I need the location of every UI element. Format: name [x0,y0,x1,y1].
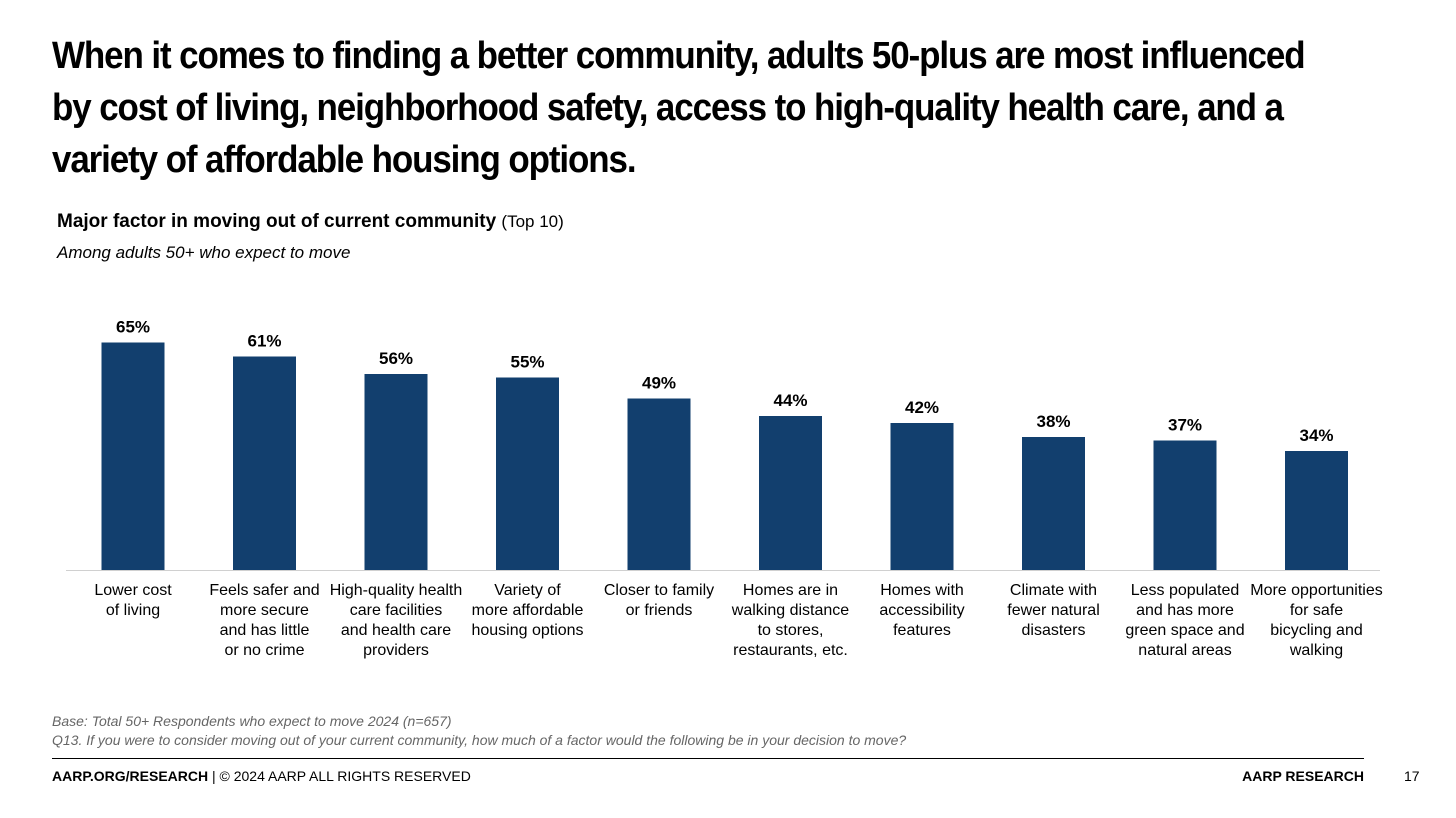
bar [627,398,691,570]
data-label: 65% [116,318,150,337]
bar [759,416,822,570]
data-label: 38% [1036,412,1070,431]
chart-title-suffix: (Top 10) [501,212,564,231]
category-label-line: and has little [220,622,310,639]
category-label-line: Lower cost [94,582,172,599]
data-label: 49% [642,374,676,393]
category-label-line: Climate with [1010,582,1097,599]
bar [101,342,165,570]
page-number: 17 [1404,768,1420,784]
category-label: Closer to family or friends [604,582,714,619]
category-label-line: accessibility [879,602,964,619]
category-label-line: providers [363,642,429,659]
category-label-line: restaurants, etc. [733,642,848,659]
category-label-line: Variety of [494,582,561,599]
category-label-line: green space and [1125,622,1244,639]
slide-headline: When it comes to finding a better commun… [52,35,1306,181]
category-label-line: or no crime [224,642,304,659]
category-label-line: fewer natural [1007,602,1100,619]
base-note: Base: Total 50+ Respondents who expect t… [52,713,452,729]
chart-title: Major factor in moving out of current co… [57,211,564,233]
category-label-line: for safe [1290,602,1343,619]
category-label-line: more secure [220,602,309,619]
category-label: Lower cost of living [94,582,172,619]
category-label-line: or friends [626,602,693,619]
bar [233,356,296,570]
bar-chart: 65% Lower cost of living 61% Feels safer and… [66,318,1383,659]
category-label-line: of living [106,602,160,619]
category-label: More opportunities for safe bicycling and w… [1250,582,1383,659]
category-label-line: Homes are in [743,582,838,599]
category-label: High-quality health care facilities and he… [330,582,463,659]
footer-research-link[interactable]: AARP.ORG/RESEARCH [52,768,209,784]
data-label: 55% [510,353,544,372]
footer-brand: AARP RESEARCH [1242,768,1364,784]
category-label-line: Feels safer and [209,582,319,599]
category-label-line: Less populated [1131,582,1240,599]
category-label-line: and has more [1136,602,1234,619]
category-label-line: walking distance [731,602,850,619]
footer-divider [52,758,1364,759]
data-label: 56% [379,349,413,368]
category-label-line: Closer to family [604,582,714,599]
category-label-line: Homes with [880,582,964,599]
category-label-line: disasters [1021,622,1085,639]
category-label: Homes with accessibility features [879,582,964,639]
footer-copyright: AARP.ORG/RESEARCH | © 2024 AARP ALL RIGH… [52,768,471,784]
bar [1022,437,1085,570]
category-label-line: High-quality health [330,582,463,599]
category-label-line: features [893,622,951,639]
bar [890,423,954,570]
bar [496,377,559,570]
category-label: Variety of more affordable housing options [471,582,583,639]
bar [364,374,428,570]
category-label: Homes are in walking distance to stores, re… [731,582,850,659]
data-label: 61% [247,332,281,351]
data-label: 37% [1168,416,1202,435]
category-label: Feels safer and more secure and has little… [209,582,319,659]
chart-subtitle: Among adults 50+ who expect to move [57,243,351,262]
category-label: Less populated and has more green space an… [1125,582,1244,659]
category-label-line: to stores, [758,622,824,639]
bar [1285,451,1348,570]
data-label: 42% [905,398,939,417]
footer-rights-text: | © 2024 AARP ALL RIGHTS RESERVED [208,768,471,784]
category-label-line: and health care [341,622,451,639]
category-label: Climate with fewer natural disasters [1007,582,1100,639]
question-note: Q13. If you were to consider moving out … [52,732,907,748]
category-label-line: natural areas [1138,642,1231,659]
chart-title-main: Major factor in moving out of current co… [57,211,497,232]
bar [1153,440,1217,570]
category-label-line: care facilities [350,602,442,619]
data-label: 34% [1299,426,1333,445]
category-label-line: more affordable [472,602,584,619]
category-label-line: walking [1289,642,1343,659]
category-label-line: housing options [471,622,583,639]
category-label-line: More opportunities [1250,582,1383,599]
data-label: 44% [773,391,807,410]
category-label-line: bicycling and [1270,622,1363,639]
